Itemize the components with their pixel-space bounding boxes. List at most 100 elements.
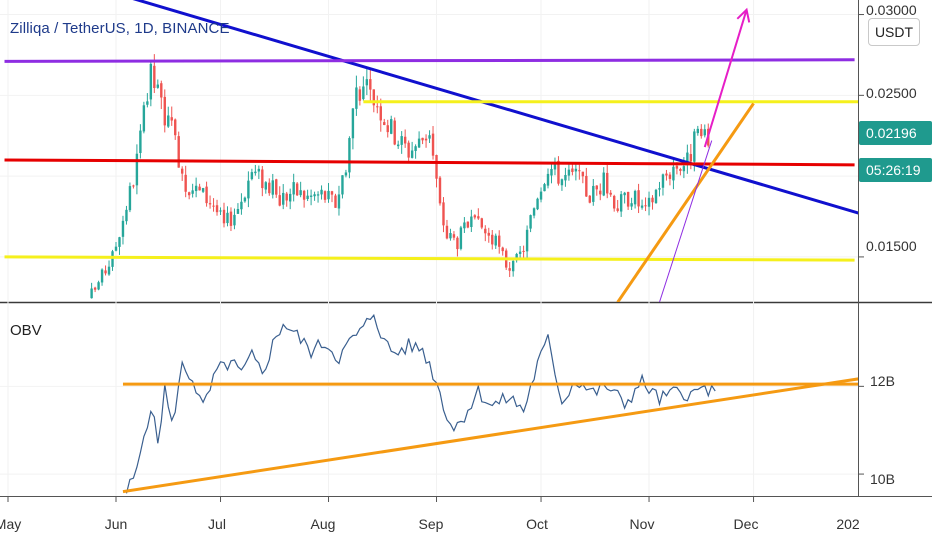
candle-body (647, 197, 651, 207)
trend-line (4, 255, 855, 262)
candle-body (170, 117, 173, 121)
candle-body (229, 211, 233, 226)
candle-body (560, 179, 564, 186)
candle-body (142, 105, 146, 132)
candle-body (421, 137, 424, 141)
last-price-value: 0.02196 (866, 125, 917, 141)
candle-body (194, 185, 198, 192)
candle-body (344, 172, 348, 176)
candle-body (316, 194, 320, 196)
candle-body (487, 232, 490, 236)
candle-body (104, 270, 107, 274)
trend-line (616, 102, 755, 302)
candle-body (379, 106, 382, 121)
currency-button[interactable]: USDT (868, 18, 920, 46)
candle-body (609, 192, 612, 195)
candle-body (257, 168, 261, 172)
candle-body (616, 208, 619, 211)
candle-body (285, 193, 288, 201)
candle-body (243, 197, 247, 202)
candle-body (578, 170, 581, 172)
month-tick: Dec (734, 516, 759, 532)
candle-body (532, 208, 536, 216)
candle-body (362, 86, 365, 100)
candle-body (90, 288, 93, 299)
candle-body (386, 125, 389, 133)
candle-body (215, 205, 219, 213)
trendlines (4, 0, 858, 302)
candle-body (348, 138, 351, 173)
candle-body (435, 154, 438, 179)
candle-body (111, 251, 114, 267)
price-trendlines (4, 0, 858, 302)
month-tick: May (0, 516, 21, 532)
candle-body (292, 182, 295, 195)
candle-body (254, 171, 257, 174)
candle-body (125, 209, 128, 222)
candle-body (184, 174, 187, 192)
candle-body (236, 208, 240, 214)
candle-body (139, 130, 142, 154)
candle-body (675, 165, 679, 169)
candle-body (93, 287, 97, 290)
candle-body (135, 153, 139, 186)
price-tick: 0.03000 (866, 2, 917, 18)
candle-body (330, 191, 334, 195)
price-pane[interactable] (0, 0, 858, 302)
candle-body (470, 216, 473, 228)
candle-body (508, 268, 511, 271)
candle-body (358, 89, 362, 101)
candle-body (167, 115, 170, 127)
candle-body (452, 234, 456, 238)
candle-body (553, 162, 557, 170)
candle-body (369, 79, 372, 90)
candle-body (341, 175, 344, 195)
candle-body (431, 133, 435, 156)
candle-body (198, 186, 201, 191)
candle-body (355, 87, 358, 109)
obv-series (122, 313, 858, 494)
candle-body (693, 131, 696, 162)
candle-body (456, 237, 459, 250)
candle-body (212, 205, 215, 207)
candle-body (651, 197, 654, 203)
candle-body (396, 144, 400, 147)
candle-body (383, 122, 386, 126)
candle-body (658, 188, 661, 190)
candle-body (107, 266, 111, 275)
candle-body (146, 101, 149, 105)
candle-body (240, 201, 243, 210)
candle-body (449, 233, 452, 239)
candle-body (414, 146, 417, 151)
candle-body (640, 205, 644, 208)
obv-pane-title: OBV (10, 322, 42, 339)
candle-body (302, 190, 306, 200)
candle-body (511, 260, 515, 272)
countdown-value: 05:26:19 (866, 162, 921, 178)
month-tick: Aug (311, 516, 336, 532)
candle-body (288, 193, 292, 202)
obv-tick: 10B (870, 471, 895, 487)
candle-body (428, 135, 431, 139)
candle-body (250, 172, 254, 180)
obv-group (122, 313, 858, 494)
candle-body (261, 169, 264, 189)
month-tick: 202 (836, 516, 860, 532)
candle-body (459, 227, 463, 249)
candle-body (595, 185, 598, 190)
price-tick: 0.02500 (866, 85, 917, 101)
candle-body (226, 212, 229, 224)
candle-body (522, 250, 525, 252)
candle-body (410, 150, 414, 158)
candle-body (571, 168, 574, 172)
candle-body (546, 173, 550, 186)
candle-body (588, 195, 592, 203)
obv-trend-line (122, 377, 858, 494)
month-tick: Jul (208, 516, 226, 532)
candle-body (703, 129, 706, 136)
candle-body (612, 195, 616, 209)
candle-body (491, 234, 494, 245)
candle-body (118, 237, 121, 247)
candle-body (525, 229, 529, 252)
